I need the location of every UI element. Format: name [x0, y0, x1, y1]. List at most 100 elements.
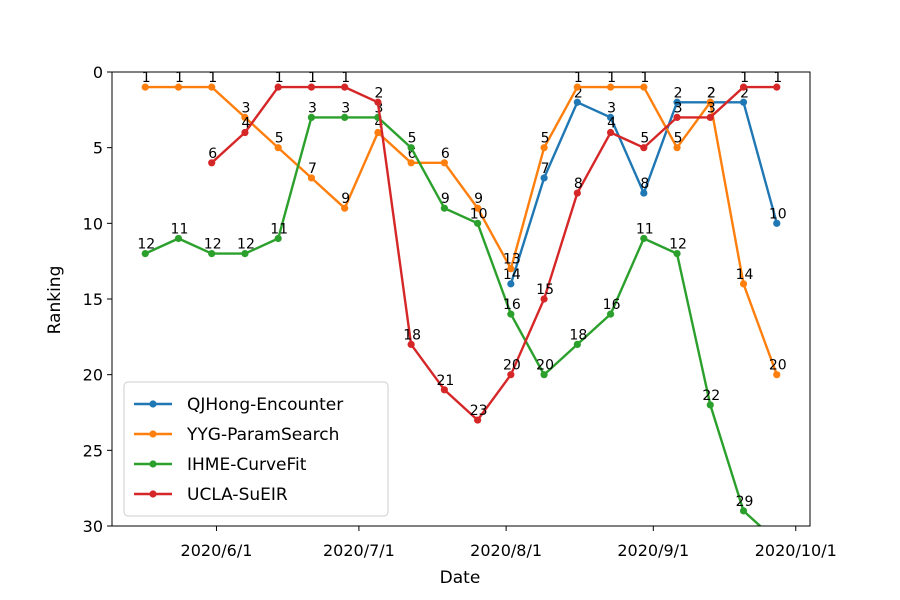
- data-point-yyg-paramsearch: [640, 83, 648, 91]
- data-point-ucla-sueir: [274, 83, 282, 91]
- data-label-ihme-curvefit: 11: [636, 221, 654, 237]
- data-point-yyg-paramsearch: [241, 113, 249, 121]
- data-label-ucla-sueir: 6: [208, 146, 217, 162]
- data-point-yyg-paramsearch: [706, 98, 714, 106]
- data-label-ucla-sueir: 4: [241, 116, 250, 132]
- data-point-qjhong-encounter: [773, 219, 781, 227]
- data-point-ucla-sueir: [341, 83, 349, 91]
- data-label-yyg-paramsearch: 2: [707, 85, 716, 101]
- data-label-yyg-paramsearch: 14: [736, 267, 754, 283]
- data-label-ihme-curvefit: 16: [503, 297, 521, 313]
- y-tick-label: 10: [83, 214, 103, 233]
- x-tick-label: 2020/10/1: [755, 541, 837, 560]
- data-point-qjhong-encounter: [640, 189, 648, 197]
- data-point-ihme-curvefit: [307, 113, 316, 121]
- legend-entry: UCLA-SuEIR: [187, 485, 288, 505]
- data-label-ihme-curvefit: 9: [441, 191, 450, 207]
- data-label-ucla-sueir: 1: [773, 70, 782, 86]
- data-point-ucla-sueir: [241, 128, 249, 137]
- data-point-ihme-curvefit: [606, 310, 615, 318]
- data-point-yyg-paramsearch: [307, 174, 316, 182]
- data-point-yyg-paramsearch: [507, 265, 515, 273]
- data-label-yyg-paramsearch: 5: [541, 131, 550, 147]
- data-point-ucla-sueir: [606, 128, 615, 137]
- data-label-ucla-sueir: 23: [470, 403, 488, 419]
- x-tick-label: 2020/6/1: [181, 541, 253, 560]
- data-label-qjhong-encounter: 2: [674, 85, 683, 101]
- data-point-ihme-curvefit: [739, 507, 748, 515]
- data-label-ihme-curvefit: 3: [308, 100, 317, 116]
- data-point-qjhong-encounter: [739, 98, 748, 106]
- data-label-ucla-sueir: 1: [275, 70, 284, 86]
- data-point-yyg-paramsearch: [573, 83, 581, 91]
- data-point-ihme-curvefit: [407, 144, 415, 152]
- data-label-yyg-paramsearch: 1: [574, 70, 583, 86]
- data-label-yyg-paramsearch: 9: [474, 191, 483, 207]
- data-point-ucla-sueir: [706, 113, 714, 121]
- data-point-ucla-sueir: [407, 340, 415, 348]
- data-label-ihme-curvefit: 11: [270, 221, 288, 237]
- data-label-yyg-paramsearch: 4: [374, 116, 383, 132]
- data-label-yyg-paramsearch: 13: [503, 252, 521, 268]
- data-point-yyg-paramsearch: [773, 371, 781, 379]
- legend-entry: QJHong-Encounter: [187, 395, 343, 415]
- data-label-yyg-paramsearch: 1: [607, 70, 616, 86]
- data-label-ucla-sueir: 18: [403, 327, 421, 343]
- data-label-ucla-sueir: 15: [536, 282, 554, 298]
- data-label-ihme-curvefit: 16: [603, 297, 621, 313]
- data-label-yyg-paramsearch: 1: [208, 70, 217, 86]
- data-label-yyg-paramsearch: 6: [441, 146, 450, 162]
- data-label-ihme-curvefit: 18: [569, 327, 587, 343]
- data-point-yyg-paramsearch: [673, 144, 681, 152]
- data-point-yyg-paramsearch: [274, 144, 282, 152]
- data-point-yyg-paramsearch: [739, 280, 748, 288]
- data-point-qjhong-encounter: [673, 98, 681, 106]
- data-point-ucla-sueir: [573, 189, 581, 197]
- data-point-ihme-curvefit: [706, 401, 714, 409]
- data-label-ucla-sueir: 8: [574, 176, 583, 192]
- data-label-ucla-sueir: 4: [607, 116, 616, 132]
- data-label-ihme-curvefit: 12: [204, 237, 222, 253]
- data-point-qjhong-encounter: [540, 174, 548, 182]
- data-point-ihme-curvefit: [640, 234, 648, 243]
- y-tick-label: 25: [83, 441, 103, 460]
- x-tick-label: 2020/8/1: [470, 541, 542, 560]
- legend-marker: [149, 430, 157, 438]
- data-label-ihme-curvefit: 20: [536, 358, 554, 374]
- data-point-ihme-curvefit: [573, 340, 581, 348]
- data-label-ucla-sueir: 1: [308, 70, 317, 86]
- data-label-ihme-curvefit: 10: [470, 206, 488, 222]
- data-label-yyg-paramsearch: 1: [640, 70, 649, 86]
- data-label-qjhong-encounter: 2: [740, 85, 749, 101]
- data-label-yyg-paramsearch: 1: [142, 70, 151, 86]
- series-line-ihme-curvefit: [144, 116, 762, 526]
- y-tick-label: 5: [93, 139, 103, 158]
- data-point-ihme-curvefit: [174, 234, 183, 243]
- x-axis-title: Date: [440, 568, 481, 588]
- legend-entry: IHME-CurveFit: [187, 455, 307, 475]
- data-label-yyg-paramsearch: 3: [241, 100, 250, 116]
- data-point-ihme-curvefit: [673, 250, 681, 258]
- data-point-ihme-curvefit: [474, 219, 482, 227]
- data-point-ucla-sueir: [307, 83, 316, 91]
- data-label-ucla-sueir: 1: [341, 70, 350, 86]
- data-label-ihme-curvefit: 12: [237, 237, 255, 253]
- data-label-ucla-sueir: 1: [740, 70, 749, 86]
- y-tick-label: 20: [83, 366, 103, 385]
- data-label-ihme-curvefit: 5: [408, 131, 417, 147]
- data-label-ihme-curvefit: 12: [137, 237, 155, 253]
- data-label-ihme-curvefit: 22: [702, 388, 720, 404]
- data-point-ihme-curvefit: [507, 310, 515, 318]
- data-point-ihme-curvefit: [341, 113, 349, 121]
- y-tick-label: 15: [83, 290, 103, 309]
- data-point-yyg-paramsearch: [374, 128, 382, 137]
- legend-marker: [149, 460, 157, 468]
- data-label-ucla-sueir: 20: [503, 358, 521, 374]
- data-point-ihme-curvefit: [540, 371, 548, 379]
- data-point-ucla-sueir: [507, 371, 515, 379]
- data-point-ucla-sueir: [640, 144, 648, 152]
- legend-marker: [149, 400, 157, 408]
